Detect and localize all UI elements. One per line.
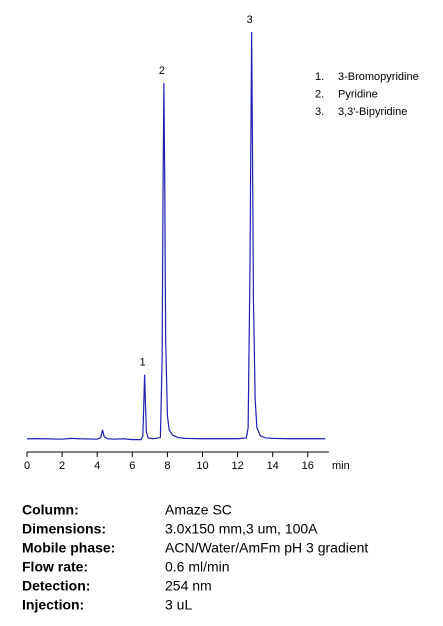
chromatogram-line	[27, 31, 326, 441]
x-tick-label: 10	[196, 460, 208, 472]
method-label: Column:	[22, 502, 79, 518]
method-value: ACN/Water/AmFm pH 3 gradient	[165, 540, 368, 556]
method-value: Amaze SC	[165, 502, 232, 518]
peak-label: 2	[159, 65, 165, 77]
x-tick-label: 4	[94, 460, 100, 472]
method-label: Dimensions:	[22, 521, 106, 537]
method-value: 3.0x150 mm,3 um, 100A	[165, 521, 318, 537]
peak-label: 3	[247, 14, 253, 26]
x-tick-label: 12	[231, 460, 243, 472]
method-label: Detection:	[22, 578, 90, 594]
peak-label: 1	[140, 357, 146, 369]
x-tick-label: 8	[164, 460, 170, 472]
legend-number: 1.	[315, 71, 324, 83]
method-value: 254 nm	[165, 578, 212, 594]
legend-number: 3.	[315, 106, 324, 118]
x-tick-label: 16	[302, 460, 314, 472]
legend-number: 2.	[315, 88, 324, 100]
legend-name: 3-Bromopyridine	[338, 71, 419, 83]
legend-name: 3,3'-Bipyridine	[338, 106, 407, 118]
x-tick-label: 0	[24, 460, 30, 472]
method-label: Flow rate:	[22, 559, 88, 575]
x-tick-label: 14	[267, 460, 279, 472]
method-value: 0.6 ml/min	[165, 559, 230, 575]
method-label: Mobile phase:	[22, 540, 115, 556]
x-tick-label: 2	[59, 460, 65, 472]
x-tick-label: 6	[129, 460, 135, 472]
method-label: Injection:	[22, 597, 84, 613]
method-value: 3 uL	[165, 597, 192, 613]
x-axis-label: min	[332, 460, 350, 472]
legend-name: Pyridine	[338, 88, 378, 100]
